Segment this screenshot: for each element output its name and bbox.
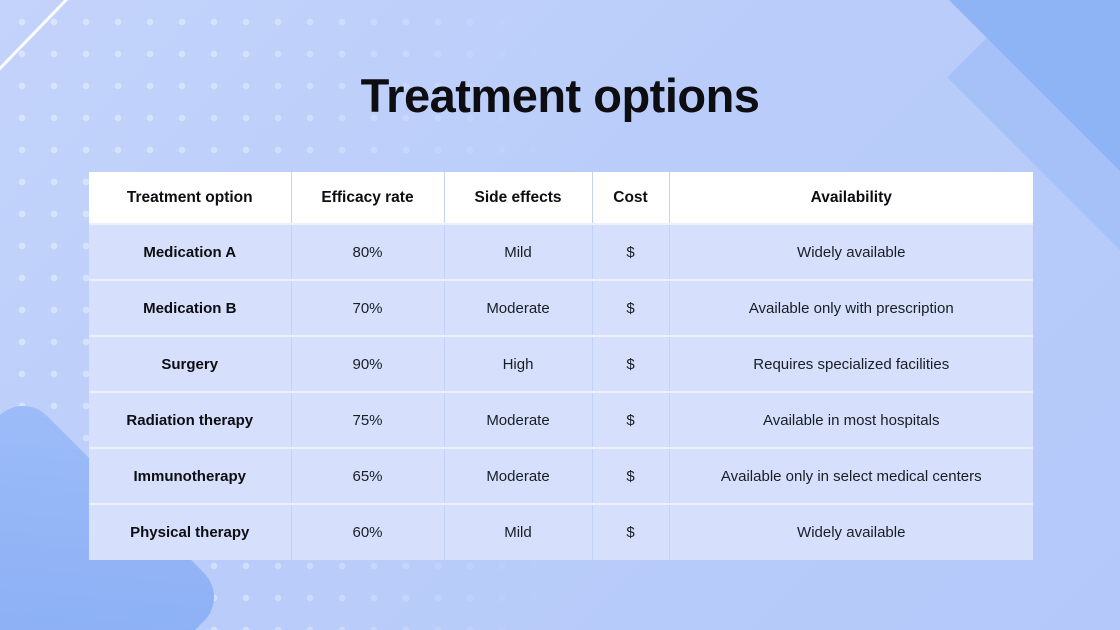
treatment-options-table: Treatment option Efficacy rate Side effe… xyxy=(89,172,1033,560)
cell-treatment: Medication B xyxy=(89,279,292,336)
cell-availability: Requires specialized facilities xyxy=(669,335,1033,392)
table-row: Medication A 80% Mild $ Widely available xyxy=(89,223,1033,280)
cell-side-effects: Moderate xyxy=(444,447,593,504)
cell-efficacy: 90% xyxy=(291,335,445,392)
cell-treatment: Physical therapy xyxy=(89,503,292,560)
cell-side-effects: Moderate xyxy=(444,391,593,448)
cell-treatment: Medication A xyxy=(89,223,292,280)
cell-treatment: Radiation therapy xyxy=(89,391,292,448)
column-header-cost: Cost xyxy=(592,172,670,224)
cell-cost: $ xyxy=(592,335,670,392)
cell-efficacy: 75% xyxy=(291,391,445,448)
cell-efficacy: 60% xyxy=(291,503,445,560)
cell-side-effects: High xyxy=(444,335,593,392)
cell-availability: Available in most hospitals xyxy=(669,391,1033,448)
cell-cost: $ xyxy=(592,391,670,448)
cell-side-effects: Mild xyxy=(444,503,593,560)
cell-availability: Available only in select medical centers xyxy=(669,447,1033,504)
table-row: Medication B 70% Moderate $ Available on… xyxy=(89,279,1033,336)
page-title: Treatment options xyxy=(360,69,760,122)
table-body: Medication A 80% Mild $ Widely available… xyxy=(89,223,1033,560)
cell-efficacy: 80% xyxy=(291,223,445,280)
cell-side-effects: Moderate xyxy=(444,279,593,336)
cell-side-effects: Mild xyxy=(444,223,593,280)
table-header: Treatment option Efficacy rate Side effe… xyxy=(89,172,1033,224)
cell-efficacy: 65% xyxy=(291,447,445,504)
cell-treatment: Surgery xyxy=(89,335,292,392)
table-row: Surgery 90% High $ Requires specialized … xyxy=(89,335,1033,392)
cell-cost: $ xyxy=(592,503,670,560)
cell-availability: Widely available xyxy=(669,503,1033,560)
column-header-efficacy-rate: Efficacy rate xyxy=(291,172,445,224)
cell-cost: $ xyxy=(592,447,670,504)
table-header-row: Treatment option Efficacy rate Side effe… xyxy=(89,172,1033,224)
treatment-options-table-container: Treatment option Efficacy rate Side effe… xyxy=(89,172,1033,560)
cell-efficacy: 70% xyxy=(291,279,445,336)
cell-availability: Available only with prescription xyxy=(669,279,1033,336)
column-header-side-effects: Side effects xyxy=(444,172,593,224)
cell-cost: $ xyxy=(592,279,670,336)
table-row: Radiation therapy 75% Moderate $ Availab… xyxy=(89,391,1033,448)
cell-treatment: Immunotherapy xyxy=(89,447,292,504)
column-header-treatment-option: Treatment option xyxy=(89,172,292,224)
table-row: Physical therapy 60% Mild $ Widely avail… xyxy=(89,503,1033,560)
table-row: Immunotherapy 65% Moderate $ Available o… xyxy=(89,447,1033,504)
cell-availability: Widely available xyxy=(669,223,1033,280)
cell-cost: $ xyxy=(592,223,670,280)
column-header-availability: Availability xyxy=(669,172,1033,224)
